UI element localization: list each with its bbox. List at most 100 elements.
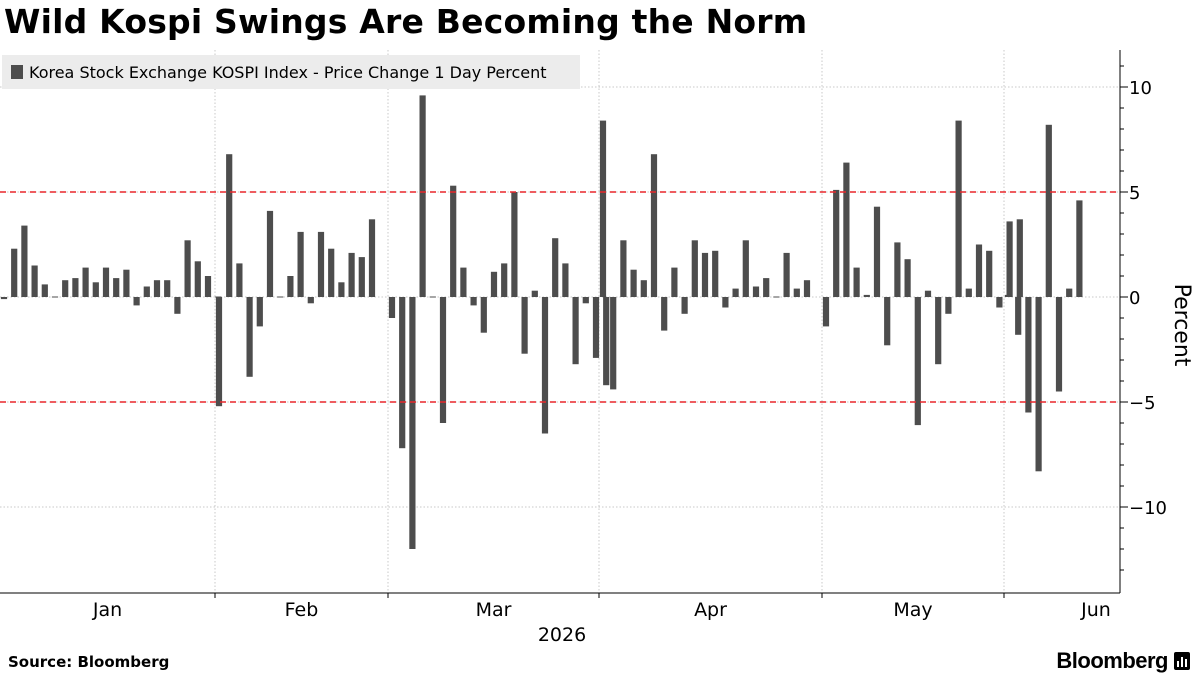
x-tick-label: May [893, 599, 932, 621]
bar [712, 250, 719, 297]
bar [153, 280, 161, 297]
bar [123, 269, 130, 297]
bar [194, 261, 201, 297]
bar [945, 297, 952, 314]
bars [0, 95, 1083, 549]
threshold-lines [0, 191, 1120, 403]
bar [935, 297, 942, 365]
x-tick-label: Apr [694, 599, 727, 621]
bar [773, 296, 780, 298]
gridlines [0, 50, 1120, 593]
bar [1004, 294, 1012, 297]
bar [72, 278, 79, 297]
bar [572, 297, 579, 365]
bar [884, 297, 891, 346]
y-tick-label: 10 [1129, 78, 1152, 99]
y-tick-label: 0 [1129, 288, 1140, 309]
legend-background [2, 55, 580, 89]
bar [763, 278, 770, 297]
bar [307, 297, 314, 304]
bar [853, 267, 860, 297]
bar [732, 288, 739, 297]
bar [439, 297, 447, 423]
bar [102, 267, 110, 297]
bar [562, 263, 569, 297]
bar [671, 267, 678, 297]
bar [783, 252, 790, 297]
bar [429, 296, 436, 298]
bar [317, 231, 325, 297]
bar [501, 263, 508, 297]
bar [803, 280, 811, 297]
bar [133, 297, 140, 306]
bar [986, 250, 993, 297]
y-axis: 10 5 0 −5 −10 [1119, 50, 1167, 593]
bar [630, 269, 637, 297]
bar [661, 297, 668, 331]
bar [511, 192, 518, 297]
bar [552, 238, 559, 297]
bar [1066, 288, 1073, 297]
bar [246, 297, 253, 377]
bar [965, 288, 972, 297]
bar [894, 242, 901, 297]
bar [793, 288, 800, 297]
bar [924, 290, 932, 297]
bar [752, 286, 760, 297]
source-note: Source: Bloomberg [8, 653, 170, 671]
bar [975, 244, 983, 297]
bar [490, 271, 498, 297]
bar [691, 240, 698, 297]
bar [215, 297, 223, 407]
x-tick-label: Jan [92, 599, 122, 621]
bar [599, 120, 607, 297]
bloomberg-mark-icon [1174, 652, 1190, 670]
bar [1055, 297, 1063, 392]
bar [0, 297, 8, 300]
bar [388, 297, 396, 318]
bar [348, 252, 355, 297]
bar [843, 162, 850, 297]
bar [603, 297, 610, 386]
bloomberg-logo: Bloomberg [1056, 648, 1190, 674]
bar [358, 257, 365, 297]
bar [92, 282, 99, 297]
bar [521, 297, 528, 354]
bar [610, 297, 617, 390]
bar [338, 282, 345, 297]
x-axis-title: 2026 [538, 624, 586, 646]
x-axis: Jan Feb Mar Apr May Jun [0, 592, 1120, 621]
x-tick-label: Jun [1080, 599, 1111, 621]
bar [11, 248, 18, 297]
bar [640, 280, 647, 297]
bar [863, 294, 870, 297]
bar [277, 296, 284, 298]
bar [1015, 297, 1022, 335]
bar [1016, 219, 1023, 297]
bar [368, 219, 376, 297]
bar [541, 297, 549, 434]
bar [31, 265, 38, 297]
x-tick-label: Feb [285, 599, 319, 621]
bar [1025, 297, 1032, 413]
x-tick-label: Mar [476, 599, 512, 621]
bar [650, 154, 658, 297]
bar [184, 240, 191, 297]
bar [722, 297, 729, 308]
bar [226, 154, 233, 297]
brand-name: Bloomberg [1056, 648, 1168, 673]
bar [582, 297, 589, 304]
legend: Korea Stock Exchange KOSPI Index - Price… [2, 55, 580, 89]
bar [256, 297, 263, 327]
bar [51, 296, 59, 298]
bar [701, 252, 709, 297]
bar [470, 297, 477, 306]
bar [399, 297, 406, 449]
bar [904, 259, 911, 297]
bar [620, 240, 627, 297]
bar [21, 225, 28, 297]
bar [955, 120, 962, 297]
bar [174, 297, 181, 314]
bar [1045, 124, 1052, 297]
